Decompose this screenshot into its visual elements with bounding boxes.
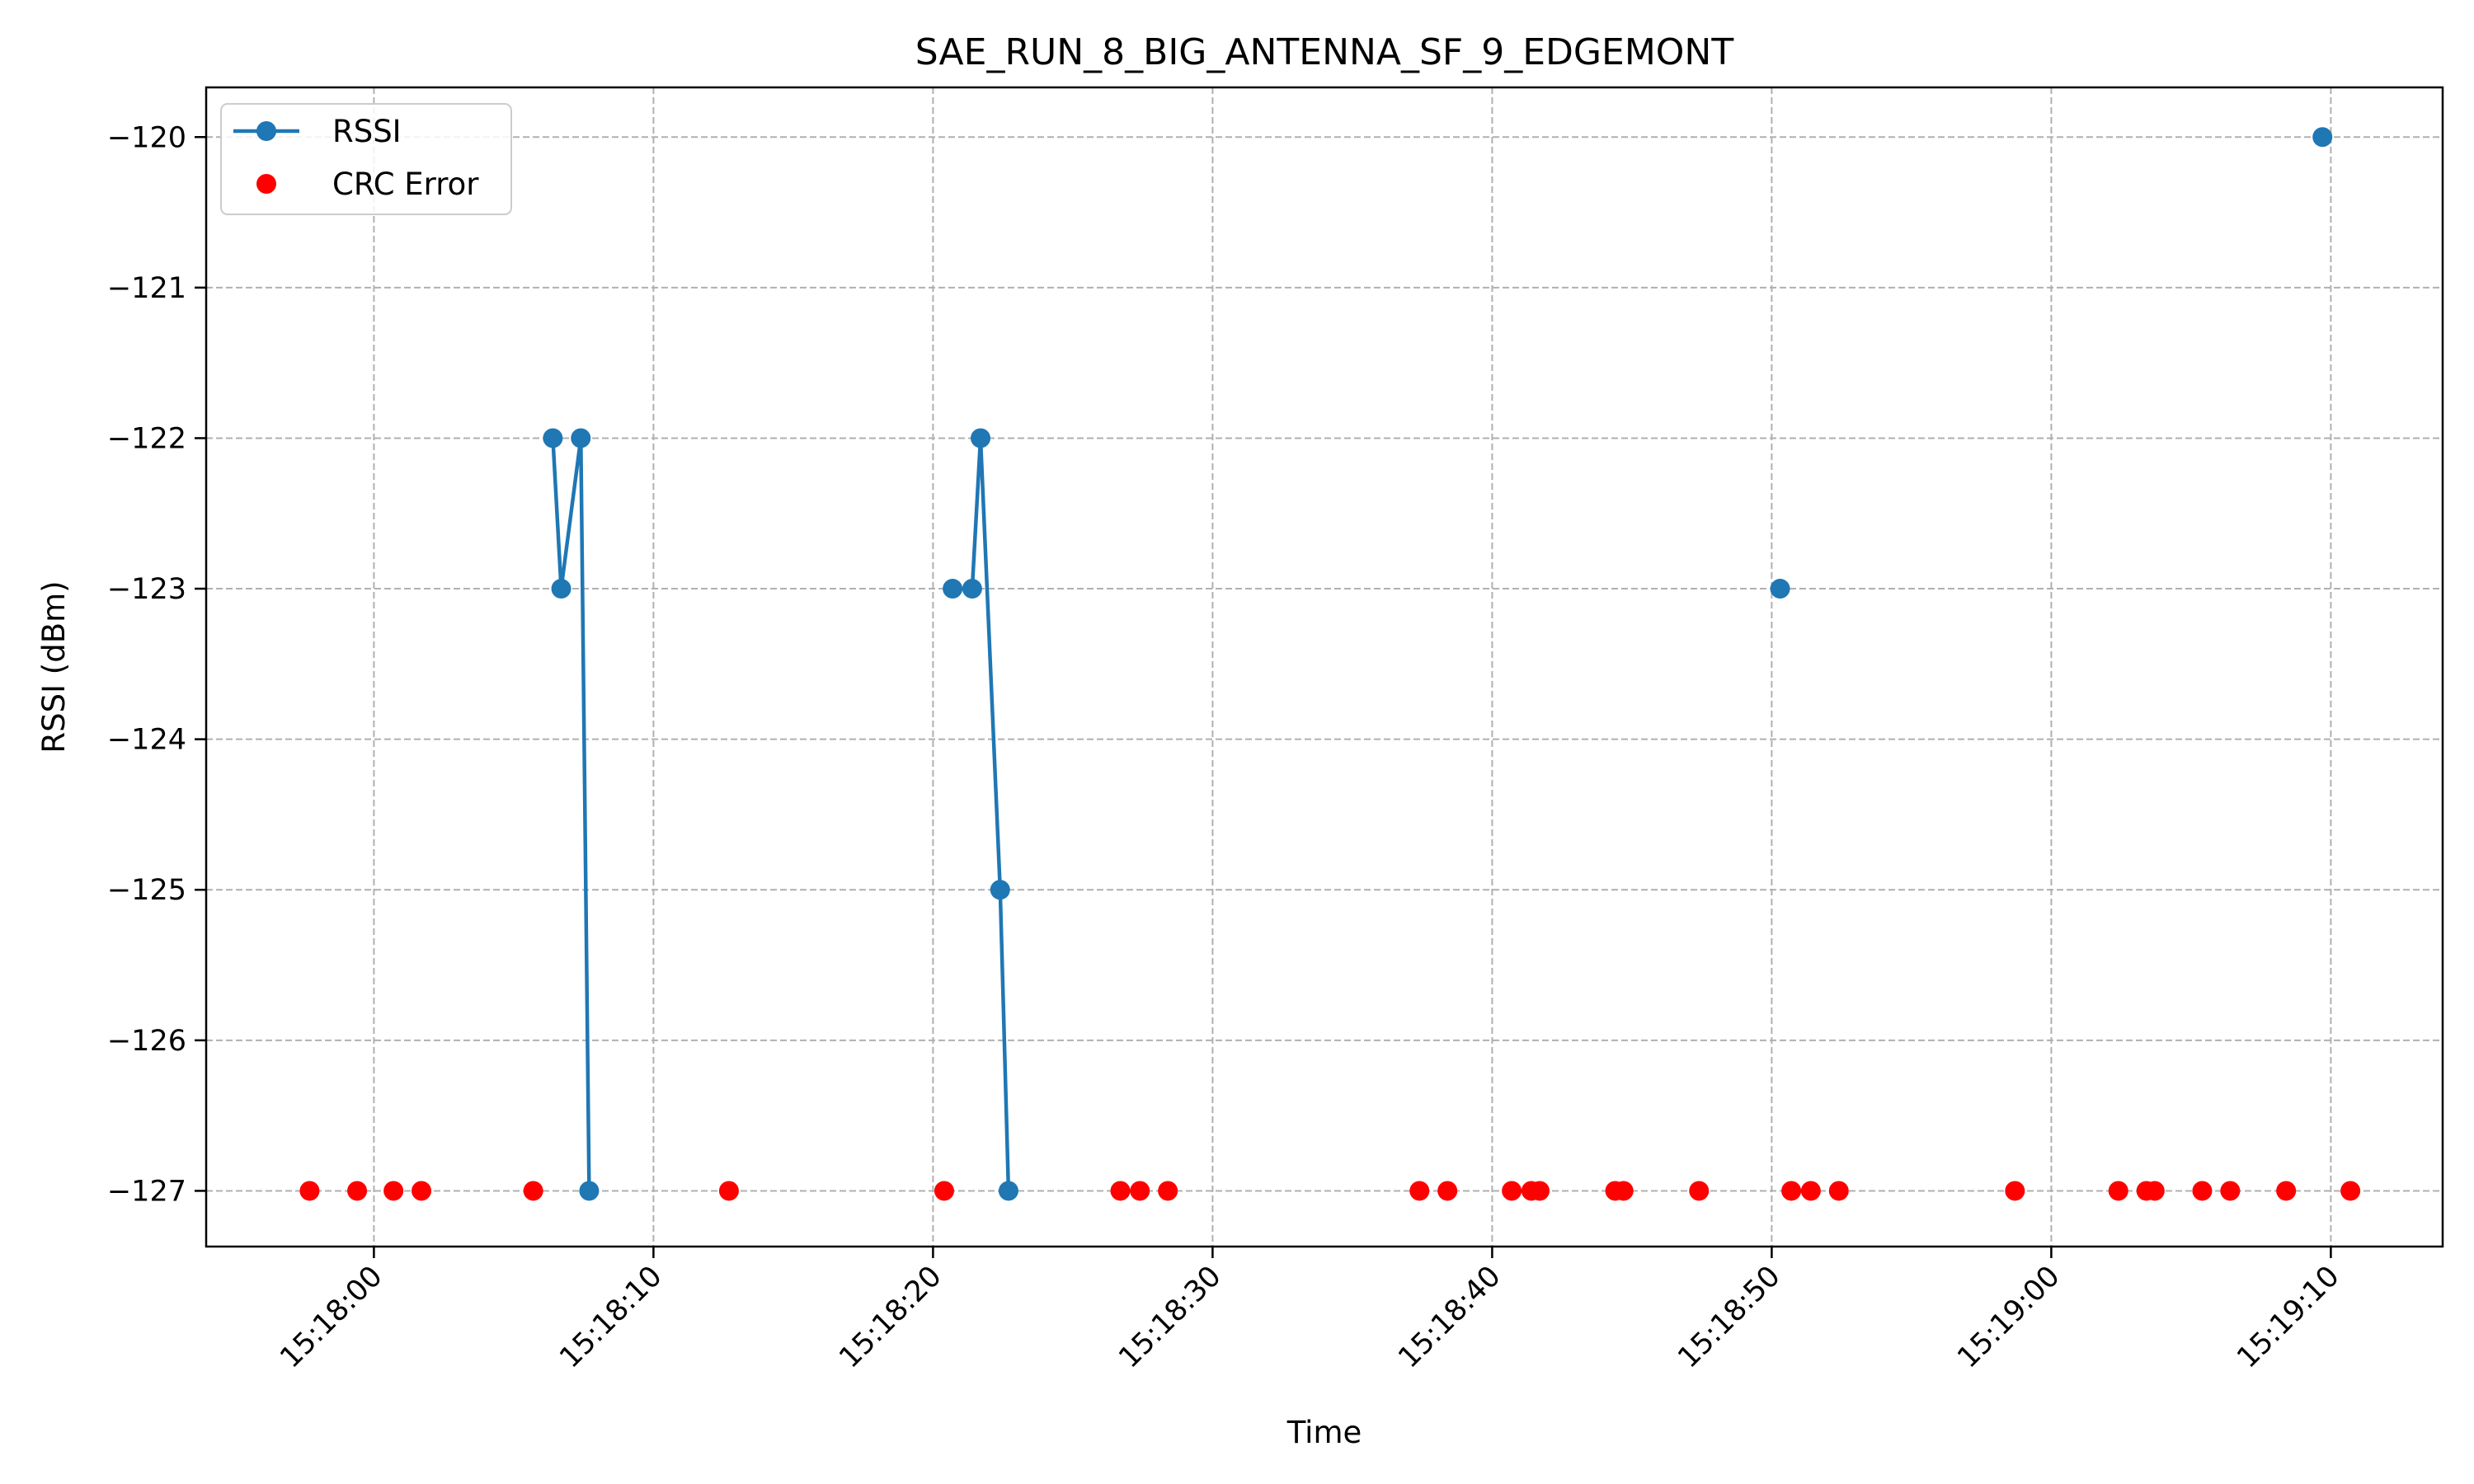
crc-error-point xyxy=(1530,1181,1550,1201)
crc-error-point xyxy=(523,1181,543,1201)
crc-error-point xyxy=(2144,1181,2165,1201)
crc-error-point xyxy=(1613,1181,1634,1201)
y-tick-label: −123 xyxy=(107,573,186,606)
crc-error-point xyxy=(1828,1181,1849,1201)
rssi-point xyxy=(571,428,591,448)
x-tick-label: 15:18:00 xyxy=(274,1260,388,1374)
y-tick-label: −121 xyxy=(107,272,186,305)
crc-error-point xyxy=(383,1181,404,1201)
crc-error-point xyxy=(1689,1181,1710,1201)
plot-series xyxy=(299,127,2361,1201)
crc-error-point xyxy=(2108,1181,2128,1201)
legend-crc-error-label: CRC Error xyxy=(332,167,479,202)
legend-rssi-marker xyxy=(256,121,276,141)
x-tick-label: 15:18:10 xyxy=(553,1260,668,1374)
crc-error-point xyxy=(718,1181,739,1201)
x-axis-label: Time xyxy=(1286,1415,1362,1450)
grid xyxy=(206,87,2443,1247)
crc-error-point xyxy=(412,1181,432,1201)
rssi-point xyxy=(1770,579,1790,599)
rssi-point xyxy=(962,579,982,599)
y-tick-label: −122 xyxy=(107,422,186,455)
crc-error-point xyxy=(1130,1181,1150,1201)
x-tick-label: 15:18:20 xyxy=(833,1260,948,1374)
rssi-point xyxy=(579,1181,600,1201)
y-axis-label: RSSI (dBm) xyxy=(36,580,72,753)
rssi-point xyxy=(998,1181,1018,1201)
x-tick-label: 15:19:00 xyxy=(1951,1260,2066,1374)
chart-title: SAE_RUN_8_BIG_ANTENNA_SF_9_EDGEMONT xyxy=(915,31,1734,73)
crc-error-point xyxy=(1110,1181,1131,1201)
rssi-series-line xyxy=(551,436,591,1191)
crc-error-point xyxy=(1409,1181,1430,1201)
crc-error-point xyxy=(1437,1181,1458,1201)
crc-error-point xyxy=(2192,1181,2213,1201)
legend-rssi-label: RSSI xyxy=(332,114,402,149)
crc-error-point xyxy=(1502,1181,1522,1201)
x-tick-label: 15:18:40 xyxy=(1392,1260,1507,1374)
x-tick-label: 15:18:50 xyxy=(1672,1260,1786,1374)
rssi-point xyxy=(551,579,571,599)
rssi-series-line xyxy=(952,436,1011,1191)
crc-error-point xyxy=(1781,1181,1802,1201)
y-tick-label: −125 xyxy=(107,874,186,907)
crc-error-point xyxy=(299,1181,320,1201)
rssi-point xyxy=(943,579,963,599)
y-tick-label: −127 xyxy=(107,1175,186,1208)
rssi-point xyxy=(971,428,991,448)
y-tick-label: −126 xyxy=(107,1025,186,1058)
y-tick-label: −120 xyxy=(107,121,186,154)
crc-error-point xyxy=(2220,1181,2241,1201)
crc-error-point xyxy=(2276,1181,2297,1201)
crc-error-point xyxy=(2340,1181,2361,1201)
crc-error-point xyxy=(2005,1181,2025,1201)
crc-error-point xyxy=(1800,1181,1821,1201)
rssi-point xyxy=(543,428,563,448)
x-tick-label: 15:18:30 xyxy=(1112,1260,1227,1374)
crc-error-point xyxy=(1158,1181,1178,1201)
x-tick-label: 15:19:10 xyxy=(2231,1260,2345,1374)
legend-crc-error-marker xyxy=(256,174,276,194)
rssi-point xyxy=(990,880,1010,900)
rssi-point xyxy=(2312,127,2333,148)
legend: RSSI CRC Error xyxy=(220,103,512,215)
crc-error-point xyxy=(347,1181,368,1201)
y-tick-label: −124 xyxy=(107,724,186,757)
crc-error-point xyxy=(934,1181,954,1201)
plot-frame xyxy=(205,86,2444,1248)
